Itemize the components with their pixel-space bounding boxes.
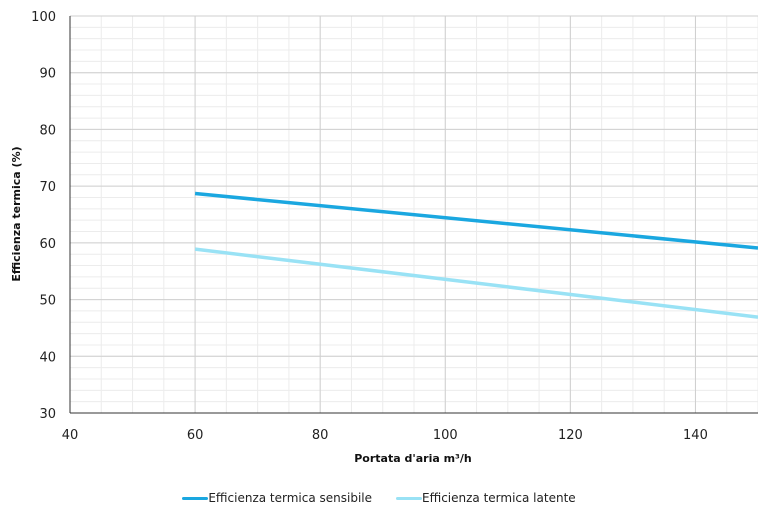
series-line-latente xyxy=(194,247,758,319)
legend-swatch xyxy=(396,496,423,500)
y-tick-label: 60 xyxy=(39,237,56,252)
y-tick-label: 90 xyxy=(39,67,56,82)
y-tick-label: 70 xyxy=(39,180,56,195)
axes xyxy=(69,16,758,414)
y-axis-label: Efficienza termica (%) xyxy=(10,146,23,281)
y-tick-label: 30 xyxy=(39,407,56,422)
legend-swatch xyxy=(182,496,209,500)
y-tick-label: 100 xyxy=(31,10,56,25)
x-tick-label: 100 xyxy=(433,428,458,443)
legend-item-latente[interactable]: Efficienza termica latente xyxy=(396,491,576,505)
legend-label: Efficienza termica latente xyxy=(422,491,576,505)
series-line-sensibile xyxy=(194,191,758,250)
x-tick-label: 40 xyxy=(62,428,79,443)
x-tick-label: 80 xyxy=(312,428,329,443)
x-tick-label: 120 xyxy=(558,428,583,443)
y-tick-label: 80 xyxy=(39,123,56,138)
legend-item-sensibile[interactable]: Efficienza termica sensibile xyxy=(182,491,372,505)
series-lines xyxy=(194,191,758,319)
legend: Efficienza termica sensibile Efficienza … xyxy=(0,491,758,505)
y-tick-label: 40 xyxy=(39,350,56,365)
tick-labels: 40 60 80 100 120 140 30 40 50 60 70 80 90 100 xyxy=(31,10,708,443)
x-tick-label: 60 xyxy=(187,428,204,443)
x-tick-label: 140 xyxy=(683,428,708,443)
legend-label: Efficienza termica sensibile xyxy=(208,491,373,505)
x-axis-label: Portata d'aria m³/h xyxy=(354,452,471,465)
y-tick-label: 50 xyxy=(39,294,56,309)
line-chart: 40 60 80 100 120 140 30 40 50 60 70 80 90 100 Portata… xyxy=(10,10,758,465)
